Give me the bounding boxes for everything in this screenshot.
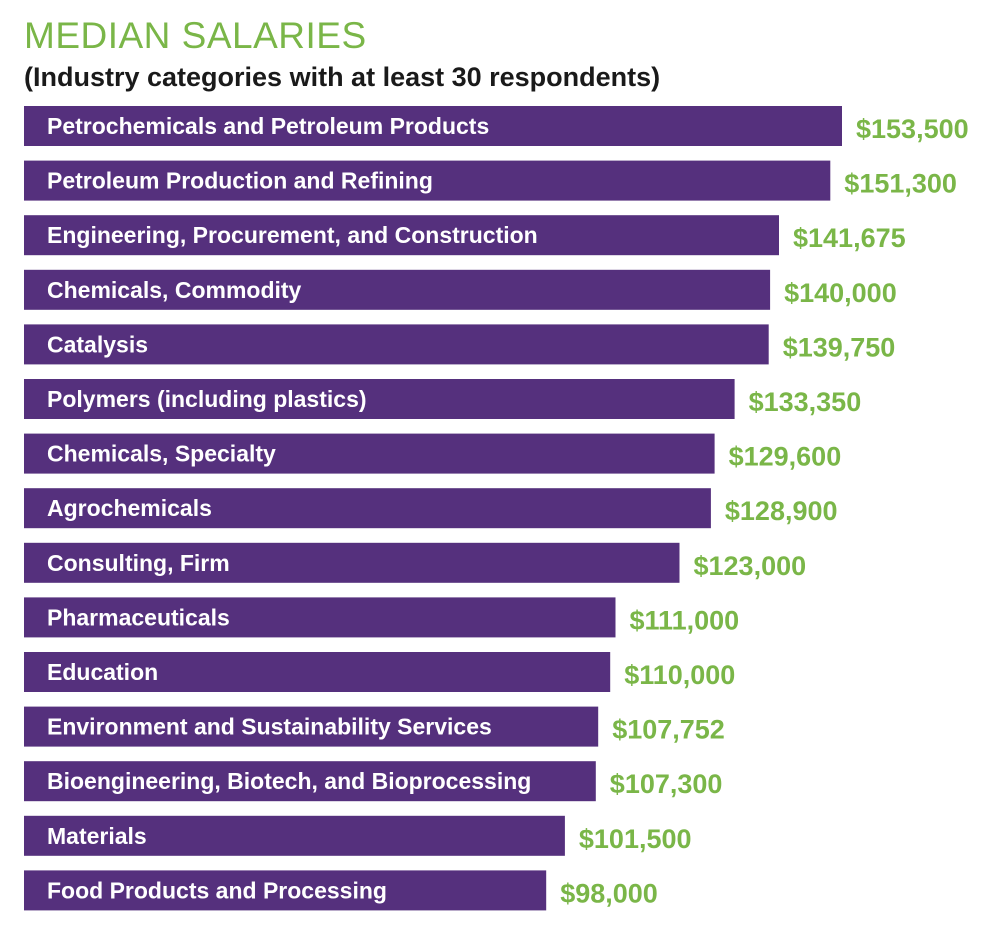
bar-value-label: $128,900 xyxy=(725,496,838,526)
bar-value-label: $101,500 xyxy=(579,824,692,854)
bar-category-label: Education xyxy=(47,659,158,685)
bar-value-label: $123,000 xyxy=(694,551,807,581)
bar xyxy=(24,706,599,747)
bar-value-label: $153,500 xyxy=(856,114,969,144)
bar xyxy=(24,106,842,146)
bar xyxy=(24,542,680,583)
bar-category-label: Materials xyxy=(47,823,147,849)
bar xyxy=(24,870,547,911)
bar xyxy=(24,815,565,856)
bar xyxy=(24,761,596,802)
bar xyxy=(24,597,616,638)
bar-category-label: Food Products and Processing xyxy=(47,877,387,903)
bar-value-label: $129,600 xyxy=(729,442,842,472)
bar-category-label: Polymers (including plastics) xyxy=(47,386,367,412)
bar xyxy=(24,379,735,419)
bar-value-label: $110,000 xyxy=(624,660,735,690)
bar-value-label: $107,300 xyxy=(610,769,723,799)
bar xyxy=(24,269,771,310)
bar-value-label: $139,750 xyxy=(783,332,896,362)
chart-title: MEDIAN SALARIES xyxy=(24,15,367,56)
bar-category-label: Chemicals, Commodity xyxy=(47,277,302,303)
bar-value-label: $133,350 xyxy=(749,387,862,417)
bar-category-label: Petroleum Production and Refining xyxy=(47,168,433,194)
bar-value-label: $107,752 xyxy=(612,715,725,745)
bar-value-label: $141,675 xyxy=(793,223,906,253)
bar-category-label: Pharmaceuticals xyxy=(47,604,230,630)
bar xyxy=(24,324,769,365)
bar-category-label: Agrochemicals xyxy=(47,495,212,521)
bar xyxy=(24,160,831,201)
bar-category-label: Consulting, Firm xyxy=(47,550,230,576)
bar-value-label: $98,000 xyxy=(560,878,658,908)
bar-category-label: Catalysis xyxy=(47,331,148,357)
bar-category-label: Chemicals, Specialty xyxy=(47,441,276,467)
chart-subtitle: (Industry categories with at least 30 re… xyxy=(24,62,661,92)
bar-value-label: $140,000 xyxy=(784,278,897,308)
bar-value-label: $151,300 xyxy=(844,169,957,199)
bar xyxy=(24,652,611,692)
bar xyxy=(24,433,715,474)
bar-category-label: Petrochemicals and Petroleum Products xyxy=(47,113,489,139)
bar xyxy=(24,488,711,529)
bar-category-label: Engineering, Procurement, and Constructi… xyxy=(47,222,538,248)
bar-category-label: Environment and Sustainability Services xyxy=(47,714,492,740)
bar-value-label: $111,000 xyxy=(630,605,740,635)
bar xyxy=(24,215,779,256)
bar-category-label: Bioengineering, Biotech, and Bioprocessi… xyxy=(47,768,531,794)
